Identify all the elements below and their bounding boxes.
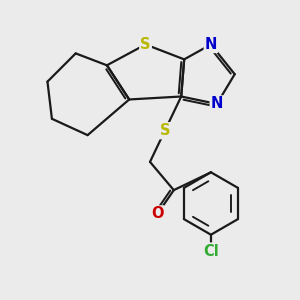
Text: N: N	[205, 37, 217, 52]
Text: S: S	[160, 123, 170, 138]
Text: S: S	[140, 37, 151, 52]
Text: N: N	[211, 96, 223, 111]
Text: Cl: Cl	[203, 244, 219, 259]
Text: O: O	[151, 206, 164, 221]
